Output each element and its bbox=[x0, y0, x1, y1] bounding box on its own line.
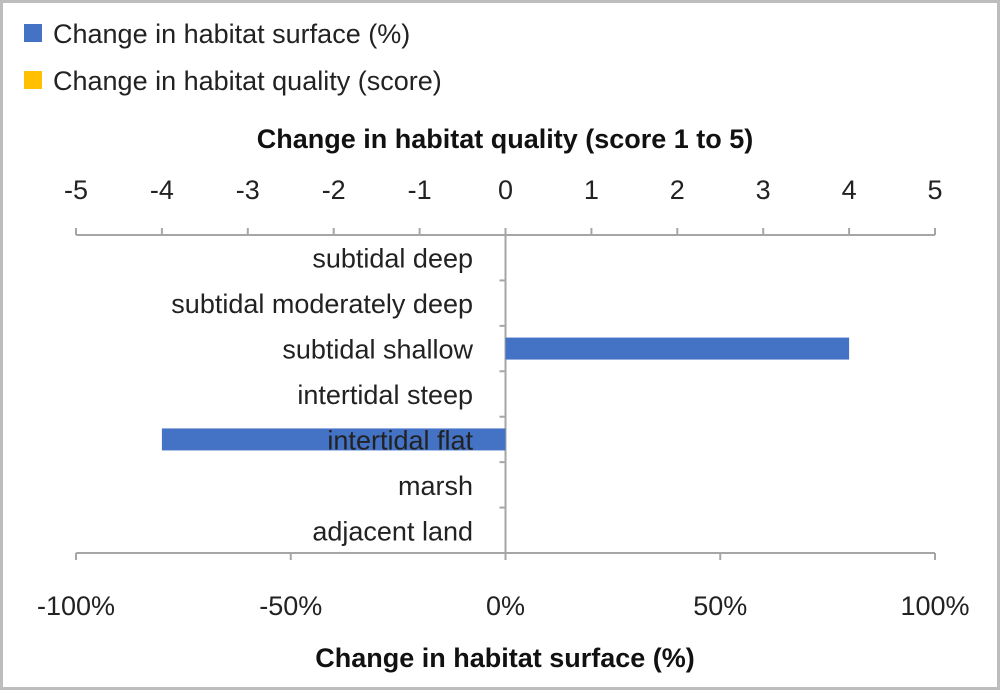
top-tick-label-3: -2 bbox=[322, 175, 346, 205]
category-label-1: subtidal moderately deep bbox=[171, 289, 473, 319]
legend-label-0: Change in habitat surface (%) bbox=[53, 19, 410, 49]
legend-label-1: Change in habitat quality (score) bbox=[53, 66, 442, 96]
top-tick-label-6: 1 bbox=[584, 175, 599, 205]
top-tick-label-9: 4 bbox=[842, 175, 857, 205]
category-label-6: adjacent land bbox=[312, 516, 473, 546]
bottom-tick-label-1: -50% bbox=[259, 591, 322, 621]
top-tick-label-1: -4 bbox=[150, 175, 174, 205]
category-labels: subtidal deep subtidal moderately deep sub… bbox=[171, 244, 473, 547]
bottom-axis: -100% -50% 0% 50% 100% bbox=[37, 552, 970, 621]
bars bbox=[161, 234, 850, 554]
top-tick-label-2: -3 bbox=[236, 175, 260, 205]
top-tick-label-5: 0 bbox=[498, 175, 513, 205]
top-axis-title: Change in habitat quality (score 1 to 5) bbox=[257, 124, 754, 154]
top-tick-label-7: 2 bbox=[670, 175, 685, 205]
bottom-tick-label-2: 0% bbox=[486, 591, 525, 621]
top-tick-label-0: -5 bbox=[64, 175, 88, 205]
legend-swatch-0 bbox=[24, 24, 42, 42]
top-axis: -5 -4 -3 -2 -1 0 1 2 3 4 5 bbox=[64, 175, 943, 236]
category-label-4: intertidal flat bbox=[327, 425, 473, 455]
category-label-5: marsh bbox=[398, 471, 473, 501]
top-tick-label-4: -1 bbox=[408, 175, 432, 205]
category-label-0: subtidal deep bbox=[312, 244, 473, 274]
category-label-3: intertidal steep bbox=[297, 380, 473, 410]
bar-subtidal-shallow bbox=[505, 337, 850, 360]
chart-svg: Change in habitat surface (%) Change in h… bbox=[24, 19, 970, 673]
bar-intertidal-flat bbox=[161, 428, 506, 451]
top-tick-label-8: 3 bbox=[756, 175, 771, 205]
bottom-axis-title: Change in habitat surface (%) bbox=[315, 643, 695, 673]
top-tick-label-10: 5 bbox=[927, 175, 942, 205]
bottom-tick-label-4: 100% bbox=[900, 591, 969, 621]
category-label-2: subtidal shallow bbox=[282, 335, 473, 365]
legend-swatch-1 bbox=[24, 71, 42, 89]
bottom-tick-label-3: 50% bbox=[693, 591, 747, 621]
bottom-tick-label-0: -100% bbox=[37, 591, 115, 621]
legend: Change in habitat surface (%) Change in h… bbox=[24, 19, 442, 96]
